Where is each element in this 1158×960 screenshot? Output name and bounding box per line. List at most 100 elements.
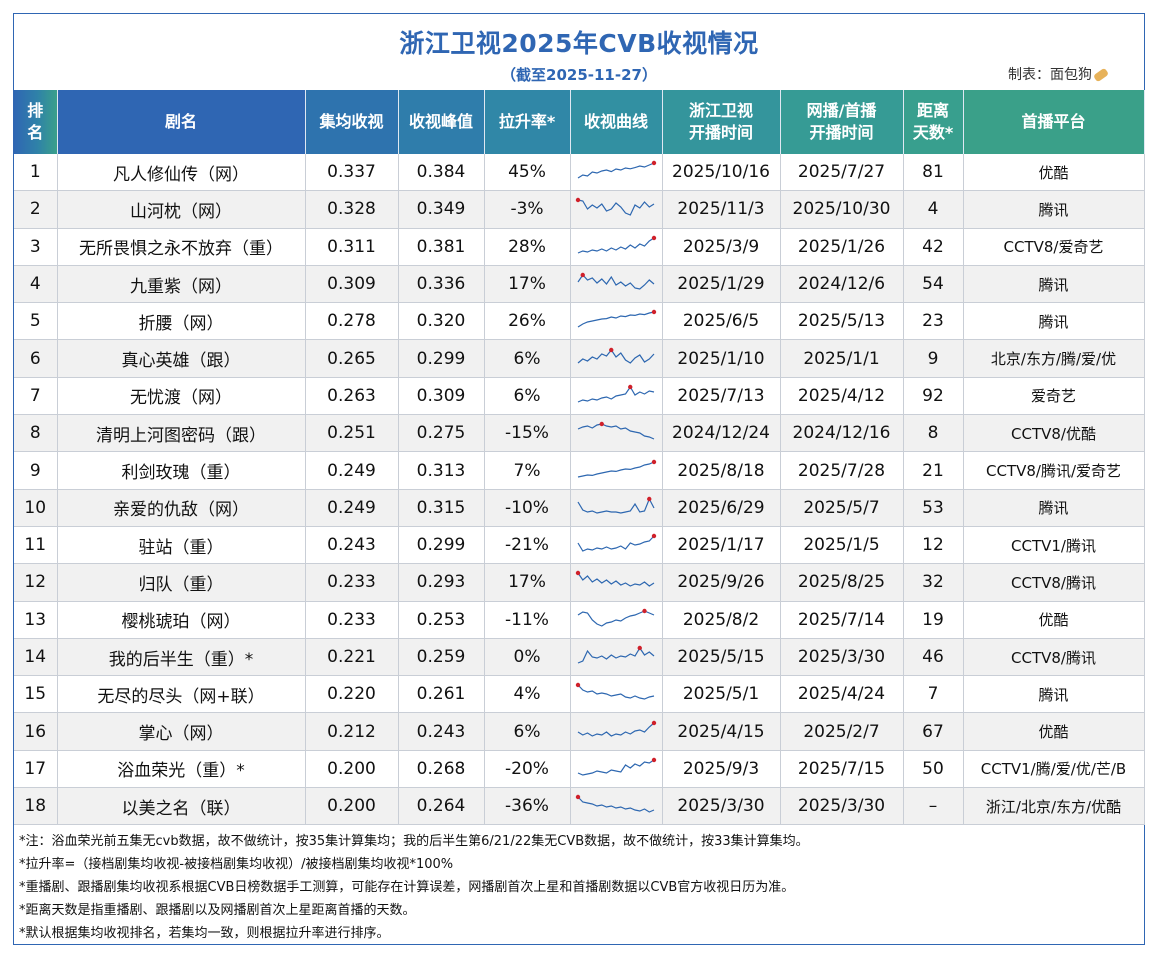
sparkline-cell (570, 750, 663, 789)
cell-name: 以美之名（联） (57, 787, 306, 826)
sparkline-path (577, 162, 655, 179)
cell-web: 2025/7/27 (780, 154, 904, 192)
page-subtitle: （截至2025-11-27） (501, 66, 657, 84)
cell-lift: -20% (484, 750, 571, 789)
table-row: 17 浴血荣光（重）* 0.200 0.268 -20% 2025/9/3 2025/7/1… (14, 750, 1145, 789)
cell-days: 8 (903, 414, 964, 453)
rating-sparkline (577, 272, 655, 290)
table-row: 9 利剑玫瑰（重） 0.249 0.313 7% 2025/8/18 2025/7/28 21… (14, 451, 1145, 490)
cell-days: 53 (903, 489, 964, 527)
sparkline-cell (570, 154, 663, 192)
table-row: 3 无所畏惧之永不放弃（重） 0.311 0.381 28% 2025/3/9 2025/1… (14, 228, 1145, 266)
rating-sparkline (577, 310, 657, 328)
sparkline-cell (570, 302, 663, 341)
sparkline-peak-dot (651, 459, 657, 464)
table-row: 6 真心英雄（跟） 0.265 0.299 6% 2025/1/10 2025/1/1 9 北京… (14, 339, 1145, 378)
cell-avg: 0.328 (305, 190, 399, 229)
cell-zj: 2025/4/15 (662, 712, 781, 751)
table-row: 12 归队（重） 0.233 0.293 17% 2025/9/26 2025/8/25 32… (14, 563, 1145, 602)
cell-peak: 0.384 (398, 154, 485, 192)
sparkline-cell (570, 451, 663, 490)
table-row: 8 清明上河图密码（跟） 0.251 0.275 -15% 2024/12/24 2024/… (14, 414, 1145, 453)
header-label: 收视曲线 (583, 112, 648, 131)
cell-zj: 2025/9/3 (662, 750, 781, 789)
header-platform: 首播平台 (963, 90, 1145, 154)
cell-zj: 2025/1/29 (662, 265, 781, 304)
cell-platform: 腾讯 (963, 190, 1145, 229)
sparkline-path (577, 385, 655, 403)
sparkline-cell (570, 601, 663, 639)
cell-name: 无尽的尽头（网+联） (57, 675, 306, 714)
rating-sparkline (575, 571, 655, 588)
cell-avg: 0.220 (305, 675, 399, 714)
cell-platform: 腾讯 (963, 675, 1145, 714)
sparkline-peak-dot (651, 757, 657, 763)
cell-web: 2025/3/30 (780, 787, 904, 826)
rating-sparkline (577, 608, 655, 627)
cell-web: 2025/3/30 (780, 638, 904, 677)
cell-lift: 26% (484, 302, 571, 341)
sparkline-cell (570, 228, 663, 266)
cell-days: 9 (903, 339, 964, 378)
sparkline-peak-dot (575, 571, 581, 576)
cell-peak: 0.309 (398, 377, 485, 416)
cell-platform: 爱奇艺 (963, 377, 1145, 416)
cell-zj: 2025/3/30 (662, 787, 781, 826)
table-row: 18 以美之名（联） 0.200 0.264 -36% 2025/3/30 2025/3/3… (14, 787, 1145, 826)
cell-rank: 15 (14, 675, 58, 714)
cell-avg: 0.233 (305, 563, 399, 602)
rating-sparkline (577, 422, 655, 440)
cell-zj: 2025/8/2 (662, 601, 781, 639)
table-row: 1 凡人修仙传（网） 0.337 0.384 45% 2025/10/16 2025/7/2… (14, 154, 1145, 192)
cell-lift: 17% (484, 563, 571, 602)
cell-name: 樱桃琥珀（网） (57, 601, 306, 639)
chart-card: 浙江卫视2025年CVB收视情况 （截至2025-11-27） 制表：面包狗 排… (13, 13, 1145, 945)
sparkline-path (577, 535, 655, 552)
cell-zj: 2025/10/16 (662, 154, 781, 192)
author-label: 制表：面包狗 (1008, 67, 1092, 83)
cell-rank: 8 (14, 414, 58, 453)
cell-lift: 4% (484, 675, 571, 714)
header-name: 剧名 (57, 90, 306, 154)
cell-days: 50 (903, 750, 964, 789)
cell-platform: 优酷 (963, 154, 1145, 192)
sparkline-cell (570, 787, 663, 826)
cell-name: 我的后半生（重）* (57, 638, 306, 677)
cell-peak: 0.315 (398, 489, 485, 527)
table-row: 10 亲爱的仇敌（网） 0.249 0.315 -10% 2025/6/29 2025/5/… (14, 489, 1145, 527)
sparkline-peak-dot (637, 645, 642, 651)
rating-sparkline (577, 720, 657, 737)
cell-rank: 2 (14, 190, 58, 229)
cell-days: 92 (903, 377, 964, 416)
sparkline-peak-dot (575, 794, 581, 800)
sparkline-path (577, 274, 655, 290)
table-row: 5 折腰（网） 0.278 0.320 26% 2025/6/5 2025/5/13 23 腾讯 (14, 302, 1145, 341)
cell-zj: 2025/3/9 (662, 228, 781, 266)
cell-platform: 腾讯 (963, 302, 1145, 341)
cell-platform: CCTV8/爱奇艺 (963, 228, 1145, 266)
cell-days: 23 (903, 302, 964, 341)
header-web-date: 网播/首播 开播时间 (780, 90, 904, 154)
cell-lift: -36% (484, 787, 571, 826)
cell-days: 12 (903, 526, 964, 565)
rating-sparkline (575, 198, 655, 217)
sparkline-path (577, 684, 655, 700)
sparkline-path (577, 199, 655, 217)
sparkline-cell (570, 489, 663, 527)
cell-lift: 28% (484, 228, 571, 266)
cell-rank: 4 (14, 265, 58, 304)
cell-days: 42 (903, 228, 964, 266)
cell-rank: 6 (14, 339, 58, 378)
header-rank: 排名 (14, 90, 58, 154)
header-zj-date: 浙江卫视 开播时间 (662, 90, 781, 154)
table-row: 14 我的后半生（重）* 0.221 0.259 0% 2025/5/15 2025/3/3… (14, 638, 1145, 677)
cell-peak: 0.268 (398, 750, 485, 789)
header-peak: 收视峰值 (398, 90, 485, 154)
cell-web: 2025/4/24 (780, 675, 904, 714)
cell-lift: 6% (484, 712, 571, 751)
sparkline-peak-dot (575, 198, 581, 203)
cell-zj: 2025/5/1 (662, 675, 781, 714)
cell-avg: 0.249 (305, 489, 399, 527)
cell-days: 7 (903, 675, 964, 714)
sparkline-path (577, 460, 655, 478)
